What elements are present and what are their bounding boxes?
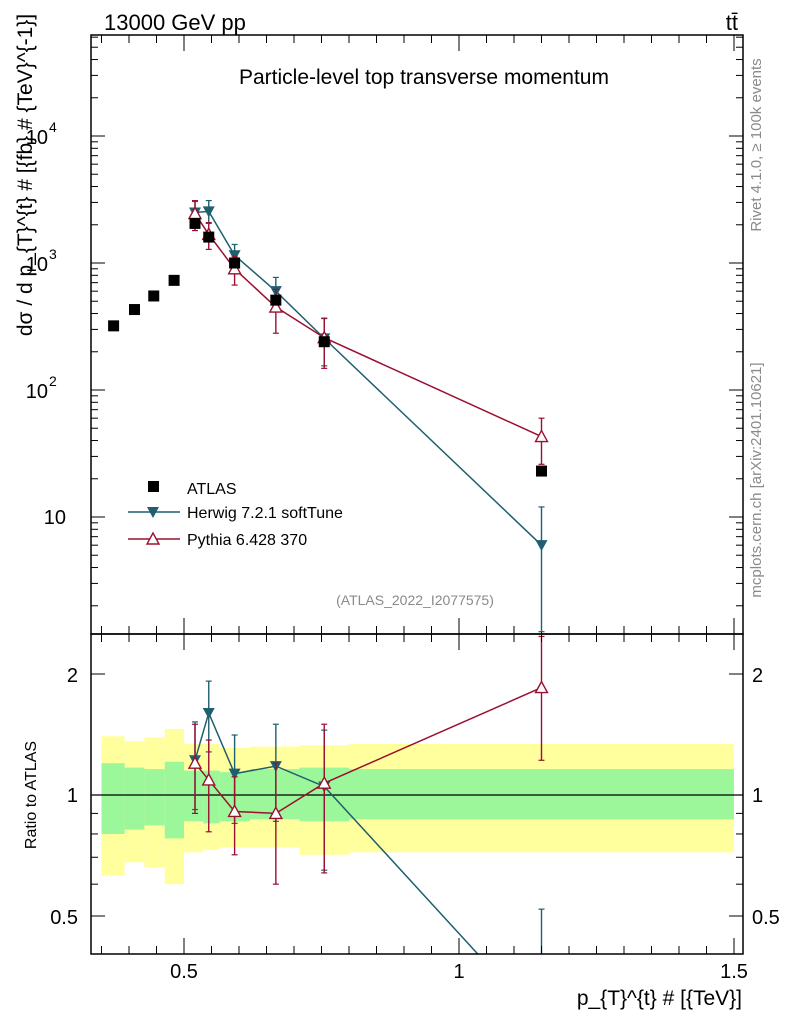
main-series-group <box>108 199 549 633</box>
ratio-y-ticks <box>91 673 743 917</box>
pythia-marker <box>534 429 549 443</box>
x-tick-label-1: 1 <box>453 961 464 983</box>
atlas-data-point <box>168 274 180 286</box>
svg-text:3: 3 <box>49 246 57 262</box>
herwig-line <box>194 210 543 546</box>
atlas-data-point <box>189 217 201 229</box>
ratio-inner-band <box>349 769 734 820</box>
svg-text:10: 10 <box>26 127 48 149</box>
pythia-ratio-marker <box>187 755 203 769</box>
atlas-data-point <box>536 465 547 477</box>
svg-text:10: 10 <box>26 254 48 276</box>
herwig-ratio-marker <box>202 707 215 719</box>
ratio-inner-band <box>184 770 204 822</box>
pythia-ratio-marker <box>534 680 549 694</box>
legend-herwig-marker <box>147 507 159 518</box>
main-y-ticks <box>91 36 743 607</box>
ratio-y-tick-1-right: 1 <box>752 785 763 807</box>
ratio-inner-band <box>144 769 165 826</box>
svg-text:10: 10 <box>26 381 48 403</box>
ratio-y-tick-05-left: 0.5 <box>50 907 78 929</box>
y-tick-label-10: 10 <box>44 507 66 529</box>
svg-text:4: 4 <box>49 119 57 135</box>
pythia-ratio-marker <box>268 805 284 820</box>
atlas-data-point <box>229 257 241 269</box>
y-tick-label-10000: 10 4 <box>26 119 57 149</box>
pythia-marker <box>268 299 284 313</box>
ratio-inner-band <box>124 767 145 830</box>
ratio-x-ticks <box>101 634 735 954</box>
ratio-inner-band <box>101 763 125 834</box>
x-tick-label-0.5: 0.5 <box>170 961 198 983</box>
process-label: tt̄ <box>726 10 738 35</box>
ratio-y-axis-label: Ratio to ATLAS <box>23 741 40 849</box>
atlas-data-point <box>108 320 120 332</box>
rivet-version-text: Rivet 4.1.0, ≥ 100k events <box>748 58 765 231</box>
herwig-marker <box>535 540 548 552</box>
mcplots-source-text: mcplots.cern.ch [arXiv:2401.10621] <box>748 362 765 597</box>
ratio-y-tick-2-right: 2 <box>752 665 763 687</box>
legend-pythia-marker <box>145 531 161 545</box>
main-x-ticks <box>101 35 735 634</box>
main-y-axis-label: dσ / d p_{T}^{t} # [{fb} # {TeV}^{-1}] <box>14 14 37 336</box>
ratio-inner-band <box>164 761 184 839</box>
ratio-y-tick-2-left: 2 <box>67 665 78 687</box>
atlas-data-point <box>148 290 160 302</box>
herwig-marker <box>202 206 215 218</box>
legend: ATLAS Herwig 7.2.1 softTune Pythia 6.428… <box>128 481 343 549</box>
ratio-series-group <box>187 635 549 955</box>
atlas-data-point <box>270 294 282 306</box>
chart-title: Particle-level top transverse momentum <box>239 66 609 89</box>
y-tick-label-100: 10 2 <box>26 373 57 403</box>
atlas-data-point <box>203 231 215 243</box>
svg-text:2: 2 <box>49 373 57 389</box>
ratio-uncertainty-bands <box>101 728 734 885</box>
ratio-y-tick-1-left: 1 <box>67 785 78 807</box>
ratio-y-tick-05-right: 0.5 <box>752 907 780 929</box>
pythia-ratio-marker <box>227 804 242 818</box>
legend-herwig-label: Herwig 7.2.1 softTune <box>187 505 343 522</box>
pythia-line <box>194 213 542 438</box>
x-tick-label-1.5: 1.5 <box>720 961 748 983</box>
analysis-id: (ATLAS_2022_I2077575) <box>336 592 494 608</box>
pythia-ratio-marker <box>201 772 216 786</box>
atlas-data-point <box>129 304 140 316</box>
pythia-ratio-marker <box>317 775 332 789</box>
ratio-pane-frame <box>90 633 744 955</box>
atlas-data-point <box>318 336 330 348</box>
y-tick-label-1000: 10 3 <box>26 246 57 276</box>
energy-label: 13000 GeV pp <box>104 10 246 35</box>
legend-pythia-label: Pythia 6.428 370 <box>187 532 307 549</box>
legend-atlas-marker <box>148 481 159 492</box>
x-axis-label: p_{T}^{t} # [{TeV}] <box>577 987 742 1010</box>
herwig-ratio-marker <box>228 768 241 780</box>
legend-atlas-label: ATLAS <box>187 481 237 498</box>
herwig-ratio-line <box>194 710 479 955</box>
